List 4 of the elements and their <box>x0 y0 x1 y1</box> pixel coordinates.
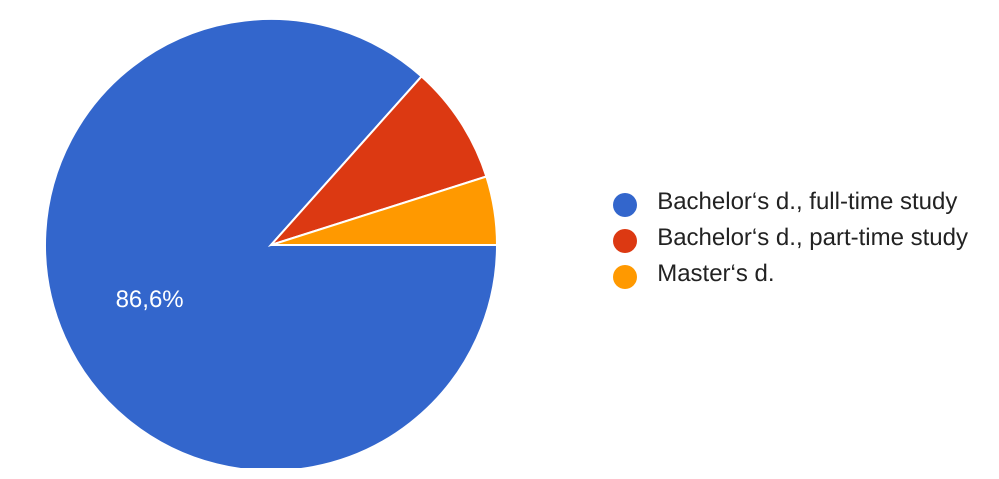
legend-label: Master‘s d. <box>657 260 775 287</box>
legend-label: Bachelor‘s d., full-time study <box>657 188 958 215</box>
data-label: 86,6% <box>116 286 184 313</box>
legend-label: Bachelor‘s d., part-time study <box>657 224 968 251</box>
